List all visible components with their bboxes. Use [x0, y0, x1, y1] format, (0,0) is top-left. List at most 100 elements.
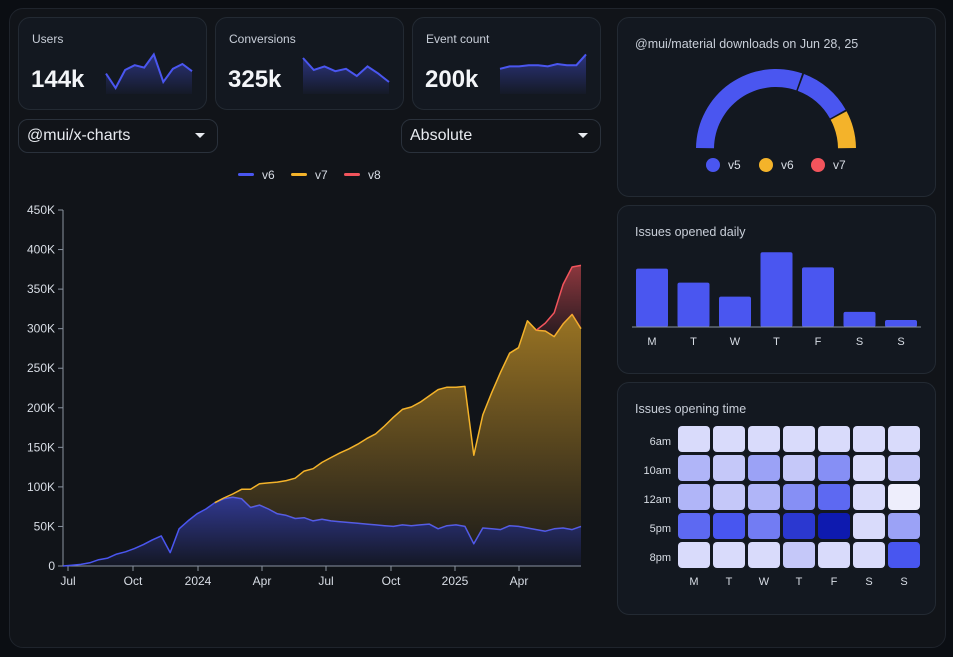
bar-x-label: T — [773, 336, 780, 348]
kpi-label: Event count — [426, 32, 490, 46]
legend-item-v8[interactable]: v8 — [344, 168, 381, 182]
heatmap-cell — [818, 426, 850, 452]
bar — [636, 268, 668, 327]
bar — [885, 319, 917, 327]
chevron-down-icon — [195, 133, 205, 138]
legend-dot — [706, 157, 720, 172]
pie-legend-v7[interactable]: v7 — [811, 157, 846, 173]
sparkline-line — [302, 57, 390, 83]
heatmap-card: Issues opening time 6am 10am 12am 5pm 8pm M T W… — [617, 382, 936, 615]
y-tick-label: 50K — [34, 519, 55, 533]
bar-x-label: W — [730, 336, 741, 348]
bar-x-label: S — [897, 336, 904, 348]
line-v7 — [214, 313, 582, 504]
heatmap-cell — [783, 513, 815, 539]
heatmap-cell — [818, 455, 850, 481]
heatmap-cell — [853, 542, 885, 568]
heatmap-cell — [888, 426, 920, 452]
legend-item-v6[interactable]: v6 — [238, 168, 275, 182]
y-tick-label: 450K — [27, 203, 55, 217]
heatmap-cell — [818, 484, 850, 510]
heatmap-cell — [713, 484, 745, 510]
heatmap-cell — [888, 455, 920, 481]
heatmap-cell — [853, 484, 885, 510]
line-v8 — [535, 264, 582, 331]
downloads-area-chart: 0 50K 100K 150K 200K 250K 300K 350K 400K 450K Jul O… — [27, 203, 582, 588]
legend-label: v6 — [781, 158, 794, 172]
heatmap-title: Issues opening time — [635, 402, 747, 416]
heatmap-cell — [853, 426, 885, 452]
sparkline-line — [105, 52, 193, 90]
x-tick-label: Oct — [124, 574, 143, 588]
heatmap-x-label: W — [759, 576, 770, 588]
heatmap-y-label: 8pm — [650, 552, 671, 564]
area-v7 — [214, 314, 582, 544]
heatmap-cell — [748, 484, 780, 510]
heatmap-cell — [818, 542, 850, 568]
heatmap-cell — [678, 426, 710, 452]
y-tick-label: 150K — [27, 440, 55, 454]
pie-slice-v6 — [797, 74, 846, 119]
issues-heatmap: 6am 10am 12am 5pm 8pm M T W T F S S — [643, 426, 920, 588]
heatmap-cell — [783, 455, 815, 481]
y-tick-label: 100K — [27, 480, 55, 494]
kpi-card-conversions: Conversions 325k — [215, 17, 404, 110]
kpi-value: 325k — [228, 66, 282, 93]
heatmap-cell — [713, 513, 745, 539]
package-select[interactable]: @mui/x-charts — [18, 119, 218, 153]
heatmap-x-label: T — [796, 576, 803, 588]
legend-label: v5 — [728, 158, 741, 172]
pie-slice-v5 — [696, 69, 803, 149]
legend-item-v7[interactable]: v7 — [291, 168, 328, 182]
heatmap-cell — [888, 542, 920, 568]
x-tick-label: 2024 — [185, 574, 212, 588]
x-tick-label: Oct — [382, 574, 401, 588]
heatmap-cell — [678, 513, 710, 539]
bar — [760, 252, 793, 327]
pie-slice-v7 — [830, 111, 856, 149]
mode-select[interactable]: Absolute — [401, 119, 601, 153]
bar-x-label: M — [647, 336, 656, 348]
legend-label: v6 — [262, 168, 275, 182]
heatmap-y-label: 10am — [643, 465, 671, 477]
pie-card: @mui/material downloads on Jun 28, 25 v5… — [617, 17, 936, 197]
y-tick-label: 200K — [27, 401, 55, 415]
heatmap-cell — [678, 542, 710, 568]
legend-dot — [759, 157, 773, 172]
y-tick-label: 400K — [27, 243, 55, 257]
heatmap-cell — [748, 426, 780, 452]
heatmap-y-label: 6am — [650, 436, 671, 448]
pie-legend-v5[interactable]: v5 — [706, 157, 741, 173]
heatmap-cell — [783, 542, 815, 568]
legend-swatch — [291, 173, 307, 177]
heatmap-cell — [678, 484, 710, 510]
heatmap-y-label: 5pm — [650, 523, 671, 535]
x-tick-label: Jul — [318, 574, 333, 588]
sparkline-area — [106, 54, 192, 94]
pie-legend-v6[interactable]: v6 — [759, 157, 794, 173]
chevron-down-icon — [578, 133, 588, 138]
bar — [802, 267, 834, 327]
heatmap-cell — [818, 513, 850, 539]
bar-title: Issues opened daily — [635, 225, 746, 239]
heatmap-x-label: F — [831, 576, 838, 588]
x-tick-label: 2025 — [442, 574, 469, 588]
heatmap-cell — [748, 513, 780, 539]
y-tick-label: 300K — [27, 322, 55, 336]
x-tick-label: Apr — [510, 574, 529, 588]
y-tick-label: 350K — [27, 282, 55, 296]
bar-x-label: S — [856, 336, 863, 348]
heatmap-y-label: 12am — [643, 494, 671, 506]
heatmap-cell — [783, 484, 815, 510]
heatmap-cell — [748, 542, 780, 568]
heatmap-x-label: S — [900, 576, 907, 588]
sparkline — [302, 57, 390, 94]
bar — [719, 296, 751, 327]
bar-x-label: T — [690, 336, 697, 348]
sparkline — [499, 53, 587, 94]
y-tick-label: 0 — [48, 559, 55, 573]
x-tick-label: Apr — [253, 574, 272, 588]
legend-dot — [811, 157, 825, 172]
legend-swatch — [238, 173, 254, 177]
sparkline-area — [303, 58, 389, 94]
